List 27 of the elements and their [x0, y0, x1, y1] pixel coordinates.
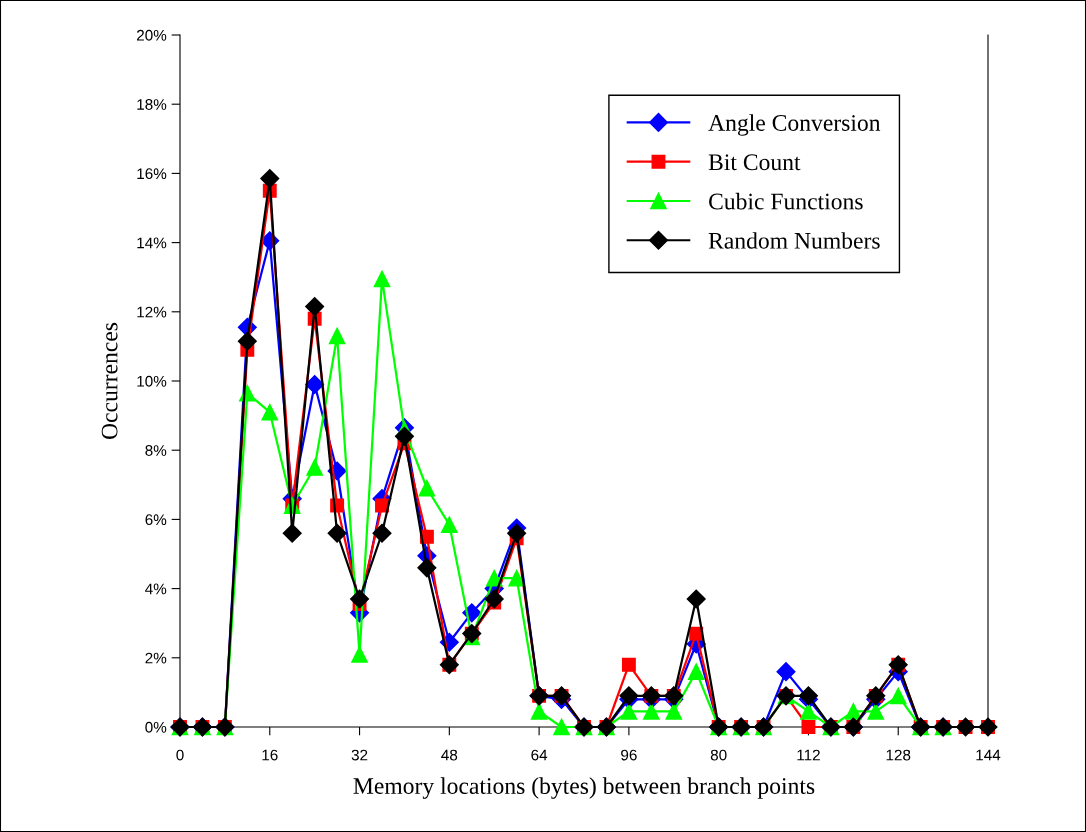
- y-tick-label: 14%: [137, 237, 167, 249]
- x-tick-label: 128: [886, 749, 911, 761]
- x-tick-label: 64: [531, 749, 548, 761]
- y-tick-label: 4%: [145, 583, 167, 595]
- y-tick-label: 10%: [137, 375, 167, 387]
- x-tick-label: 80: [710, 749, 727, 761]
- y-tick-label: 0%: [145, 721, 167, 733]
- x-tick-label: 48: [441, 749, 458, 761]
- y-tick-label: 12%: [137, 306, 167, 318]
- y-axis-title: Occurrences: [101, 322, 118, 440]
- y-tick-label: 2%: [145, 652, 167, 664]
- y-tick-label: 16%: [137, 168, 167, 180]
- y-tick-label: 8%: [145, 445, 167, 456]
- legend-label: Cubic Functions: [709, 192, 863, 210]
- legend-label: Angle Conversion: [708, 114, 881, 136]
- legend-label: Random Numbers: [708, 232, 880, 249]
- x-tick-label: 16: [262, 749, 278, 761]
- y-tick-label: 6%: [145, 514, 167, 526]
- y-tick-label: 18%: [137, 99, 167, 110]
- x-tick-label: 96: [621, 749, 637, 761]
- x-tick-label: 144: [976, 749, 1001, 761]
- x-tick-label: 0: [176, 749, 184, 761]
- x-tick-label: 32: [351, 749, 368, 761]
- y-tick-label: 20%: [137, 29, 167, 41]
- legend-label: Bit Count: [708, 154, 801, 171]
- x-tick-label: 112: [797, 749, 820, 761]
- x-axis-title: Memory locations (bytes) between branch points: [353, 777, 815, 799]
